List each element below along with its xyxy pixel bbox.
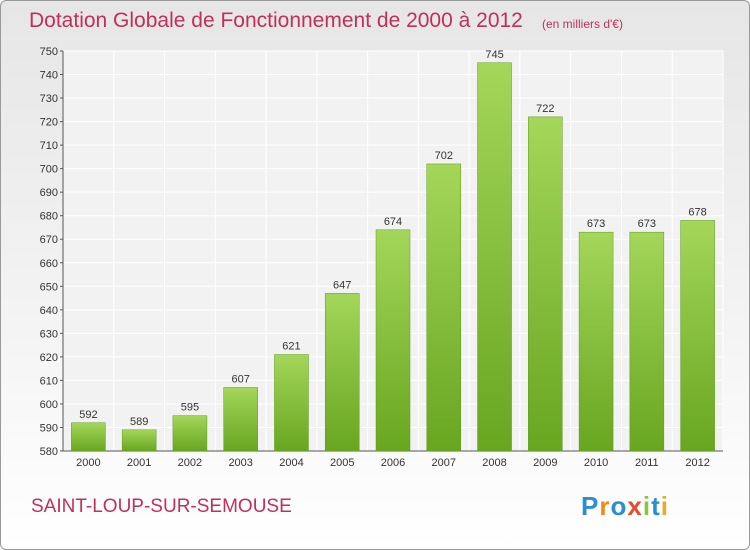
x-tick-label-2007: 2007 [432,457,456,469]
y-tick-label: 720 [40,117,58,129]
logo-letter: x [627,491,643,521]
y-tick-label: 750 [40,46,58,58]
data-label-2000: 592 [79,409,97,421]
bar-2012 [680,220,715,452]
data-label-2004: 621 [282,341,300,353]
y-tick-label: 630 [40,328,58,340]
proxiti-logo[interactable]: Proxiti [581,491,669,522]
data-label-2011: 673 [638,218,656,230]
logo-letter: r [599,491,611,521]
y-tick-label: 690 [40,187,58,199]
y-tick-label: 580 [40,446,58,458]
x-tick-label-2008: 2008 [482,457,506,469]
x-tick-label-2006: 2006 [381,457,405,469]
data-label-2012: 678 [688,206,706,218]
y-tick-label: 610 [40,375,58,387]
bar-2009 [528,116,563,452]
y-tick-label: 730 [40,93,58,105]
logo-letter: i [642,491,652,521]
x-tick-label-2012: 2012 [685,457,709,469]
bar-2003 [223,387,258,452]
y-tick-label: 590 [40,422,58,434]
x-tick-label-2010: 2010 [584,457,608,469]
data-label-2003: 607 [232,373,250,385]
y-tick-label: 640 [40,305,58,317]
bar-2004 [274,354,309,452]
bar-2002 [172,415,208,452]
y-tick-label: 620 [40,352,58,364]
commune-name: SAINT-LOUP-SUR-SEMOUSE [31,496,292,517]
bar-2000 [71,422,106,452]
logo-letter: P [581,491,600,521]
data-label-2001: 589 [130,416,148,428]
data-label-2008: 745 [485,49,503,61]
data-label-2006: 674 [384,216,402,228]
bar-2010 [578,231,614,452]
bar-2001 [121,429,157,452]
y-tick-label: 680 [40,211,58,223]
x-tick-label-2004: 2004 [279,457,303,469]
data-label-2007: 702 [435,150,453,162]
y-tick-label: 740 [40,70,58,82]
y-tick-label: 600 [40,399,58,411]
bar-2006 [375,229,411,452]
data-label-2009: 722 [536,103,554,115]
data-label-2002: 595 [181,402,199,414]
data-label-2010: 673 [587,218,605,230]
bar-2007 [426,163,462,452]
chart-unit-note: (en milliers d'€) [542,17,623,31]
y-tick-label: 670 [40,234,58,246]
logo-letter: i [660,491,669,521]
x-tick-label-2003: 2003 [228,457,252,469]
y-tick-label: 650 [40,281,58,293]
bar-2005 [324,293,360,452]
bars [71,62,715,452]
x-tick-label-2000: 2000 [76,457,100,469]
labels: 580 590 600 610 620 630 640 650 660 670 680 690 700 7… [40,46,710,469]
logo-letter: o [610,491,628,521]
x-tick-label-2005: 2005 [330,457,354,469]
data-label-2005: 647 [333,279,351,291]
x-tick-label-2011: 2011 [635,457,659,469]
y-tick-label: 710 [40,140,58,152]
y-tick-label: 700 [40,164,58,176]
x-tick-label-2001: 2001 [127,457,151,469]
x-tick-label-2009: 2009 [533,457,557,469]
y-tick-label: 660 [40,258,58,270]
chart-title: Dotation Globale de Fonctionnement de 20… [29,9,523,32]
bar-2008 [477,62,512,452]
bar-2011 [629,231,665,452]
x-tick-label-2002: 2002 [178,457,202,469]
logo-letter: t [651,491,661,521]
